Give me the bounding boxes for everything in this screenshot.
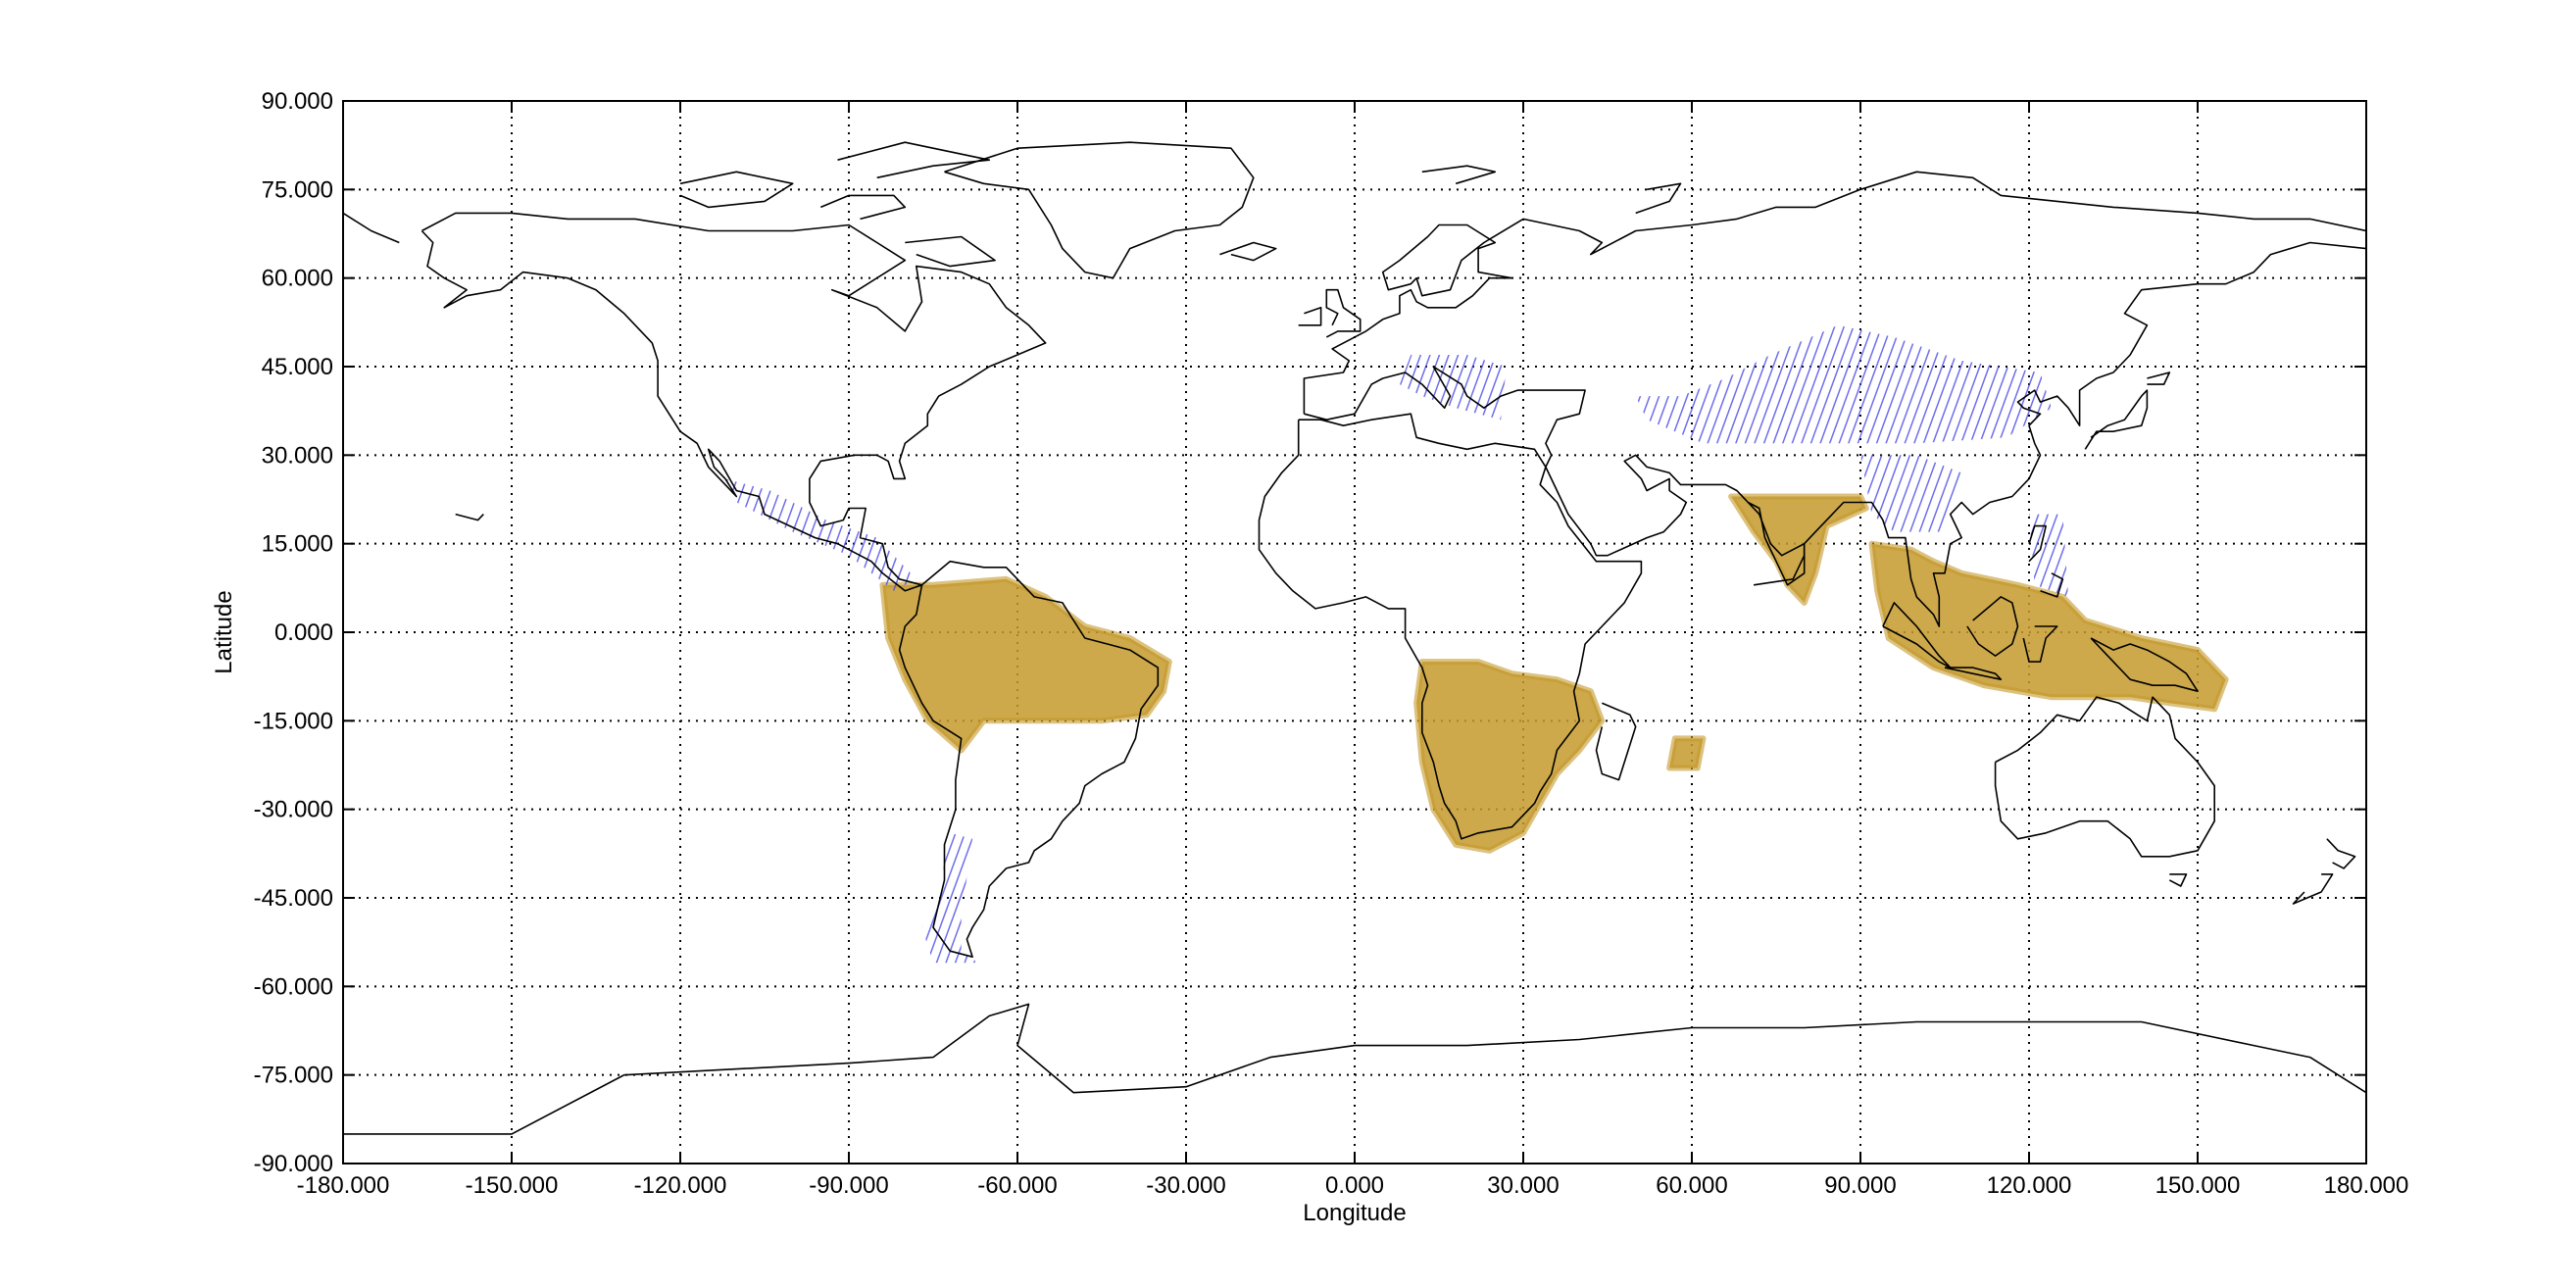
x-tick-label: -90.000: [809, 1172, 888, 1199]
coastline: [2326, 838, 2356, 869]
coastline: [1966, 596, 2019, 657]
x-tick-label: 180.000: [2324, 1172, 2409, 1199]
y-tick-label: -60.000: [254, 973, 333, 1000]
y-tick-label: 75.000: [262, 176, 333, 203]
coastline: [1298, 306, 1322, 326]
coastline: [1944, 667, 2003, 681]
y-tick-label: 0.000: [274, 619, 333, 646]
coastline: [837, 141, 991, 179]
x-tick-label: -120.000: [634, 1172, 727, 1199]
gold-region: [879, 575, 1172, 754]
gold-region: [1666, 735, 1707, 771]
x-tick-label: -180.000: [297, 1172, 390, 1199]
x-tick-label: 60.000: [1656, 1172, 1727, 1199]
y-tick-label: -15.000: [254, 708, 333, 734]
coastline: [898, 560, 1160, 959]
coastline: [679, 171, 794, 209]
coastline: [1994, 696, 2215, 858]
y-tick-label: -75.000: [254, 1063, 333, 1089]
coastline: [2090, 637, 2199, 693]
y-tick-label: 90.000: [262, 88, 333, 115]
blue-hatched-region: [1860, 455, 1962, 532]
coastline: [1635, 182, 1682, 215]
y-axis-label: Latitude: [211, 590, 237, 673]
coastline: [343, 1003, 2367, 1135]
y-tick-label: -45.000: [254, 885, 333, 912]
coastline: [1219, 241, 1277, 262]
coastline: [1304, 241, 2367, 627]
x-tick-label: -30.000: [1146, 1172, 1225, 1199]
coastline: [2040, 572, 2064, 598]
y-tick-label: 45.000: [262, 354, 333, 380]
coastline: [2022, 625, 2058, 663]
gold-region: [1413, 659, 1606, 854]
coastline: [1421, 165, 1497, 185]
coastline: [455, 513, 484, 521]
coastline: [944, 141, 1255, 279]
x-tick-label: 120.000: [1987, 1172, 2072, 1199]
blue-hatched-region: [1399, 355, 1507, 421]
coastline: [1747, 501, 1806, 586]
x-tick-label: 150.000: [2155, 1172, 2241, 1199]
y-tick-label: -90.000: [254, 1151, 333, 1177]
y-tick-label: 60.000: [262, 266, 333, 292]
coastline: [2084, 389, 2149, 450]
x-tick-label: -150.000: [466, 1172, 559, 1199]
x-axis-label: Longitude: [1303, 1200, 1406, 1226]
blue-hatched-region: [1635, 324, 2052, 444]
coastline: [1595, 702, 1637, 781]
coastline: [1258, 413, 1643, 840]
y-tick-label: -30.000: [254, 797, 333, 823]
coastline: [1325, 288, 1362, 338]
coastline: [421, 212, 1047, 592]
coastline: [2147, 372, 2171, 385]
axis-ticks: -180.000 -150.000 -120.000 -90.000 -60.000 -3…: [254, 88, 2409, 1199]
coastline: [2292, 873, 2334, 905]
x-tick-label: 90.000: [1824, 1172, 1896, 1199]
coastline: [342, 212, 400, 244]
x-tick-label: 0.000: [1325, 1172, 1384, 1199]
y-tick-label: 15.000: [262, 531, 333, 558]
coastlines: [342, 141, 2367, 1135]
x-tick-label: -60.000: [977, 1172, 1057, 1199]
coastline: [819, 194, 907, 221]
coastline: [905, 235, 996, 268]
y-tick-label: 30.000: [262, 442, 333, 469]
coastline: [1303, 171, 2367, 415]
x-tick-label: 30.000: [1487, 1172, 1559, 1199]
coastline: [2028, 524, 2047, 563]
grid: [343, 101, 2366, 1164]
blue-hatched-region: [724, 478, 916, 591]
gold-region: [1728, 493, 1869, 606]
coastline: [2168, 873, 2188, 887]
